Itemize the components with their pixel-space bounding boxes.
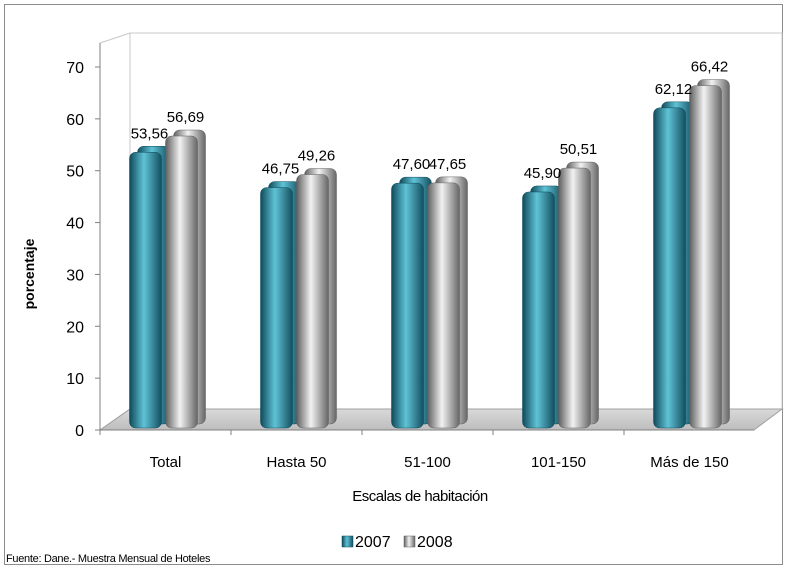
bar-2008-51-100 xyxy=(427,176,468,429)
x-axis-title: Escalas de habitación xyxy=(352,488,488,505)
y-tick-label: 20 xyxy=(66,319,84,336)
x-tick-label: Total xyxy=(150,454,182,471)
x-tick-label: Más de 150 xyxy=(650,454,728,471)
x-tick-label: 101-150 xyxy=(531,454,586,471)
y-tick-label: 70 xyxy=(66,60,84,77)
source-note: Fuente: Dane.- Muestra Mensual de Hotele… xyxy=(6,553,211,565)
legend-swatch-2008 xyxy=(403,535,416,548)
bar-2008-Más de 150 xyxy=(689,79,730,429)
legend: 2007 2008 xyxy=(341,534,453,551)
y-tick-label: 10 xyxy=(66,371,84,388)
bar-2007-101-150 xyxy=(522,185,563,429)
y-tick-label: 50 xyxy=(66,164,84,181)
y-tick-label: 40 xyxy=(66,216,84,233)
y-tick-label: 0 xyxy=(75,423,84,440)
data-label: 66,42 xyxy=(691,59,729,76)
data-label: 45,90 xyxy=(524,165,562,182)
bar-2008-101-150 xyxy=(558,161,599,429)
bar-2008-Hasta 50 xyxy=(296,168,337,429)
x-tick-label: 51-100 xyxy=(404,454,451,471)
bar-2007-Hasta 50 xyxy=(260,181,301,429)
legend-label-2007: 2007 xyxy=(355,534,391,551)
y-tick-label: 60 xyxy=(66,112,84,129)
bar-2007-Más de 150 xyxy=(653,101,694,429)
x-tick-label: Hasta 50 xyxy=(266,454,326,471)
data-label: 56,69 xyxy=(167,109,205,126)
data-label: 46,75 xyxy=(262,161,300,178)
data-label: 47,60 xyxy=(393,156,431,173)
data-label: 49,26 xyxy=(298,148,336,165)
legend-label-2008: 2008 xyxy=(417,534,453,551)
data-label: 47,65 xyxy=(429,156,467,173)
data-label: 50,51 xyxy=(560,141,598,158)
y-tick-label: 30 xyxy=(66,267,84,284)
data-label: 53,56 xyxy=(131,125,169,142)
bar-2008-Total xyxy=(165,129,206,429)
data-label: 62,12 xyxy=(655,81,693,98)
bar-2007-Total xyxy=(129,146,170,429)
bar-2007-51-100 xyxy=(391,176,432,429)
y-axis-title: porcentaje xyxy=(21,238,37,309)
legend-swatch-2007 xyxy=(341,535,354,548)
side-wall xyxy=(99,32,131,431)
